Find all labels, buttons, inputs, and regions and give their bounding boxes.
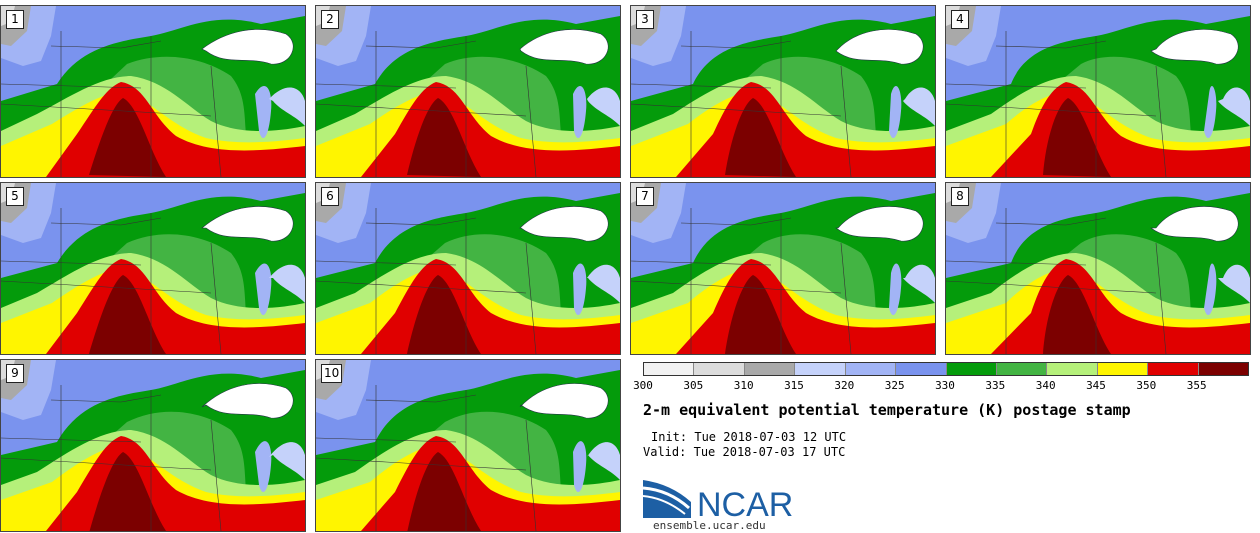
member-label: 8 xyxy=(951,187,969,206)
colorbar-tick-label: 310 xyxy=(733,379,754,392)
ncar-logo: NCAR xyxy=(643,480,793,520)
member-label: 2 xyxy=(321,10,339,29)
valid-row: Valid: Tue 2018-07-03 17 UTC xyxy=(643,445,845,459)
postage-stamp-3[interactable]: 3 xyxy=(630,5,936,178)
logo-wordmark: NCAR xyxy=(697,486,793,520)
colorbar-segment xyxy=(1047,363,1098,375)
member-label: 7 xyxy=(636,187,654,206)
colorbar-segment xyxy=(1097,363,1149,375)
colorbar-segment xyxy=(644,363,695,375)
colorbar-tick-label: 340 xyxy=(1035,379,1056,392)
member-label: 1 xyxy=(6,10,24,29)
colorbar-tick-label: 315 xyxy=(784,379,804,392)
postage-stamp-6[interactable]: 6 xyxy=(315,182,621,355)
colorbar-tick-label: 350 xyxy=(1136,379,1157,392)
member-label: 10 xyxy=(321,364,343,383)
colorbar-segment xyxy=(845,363,897,375)
stamp-map xyxy=(316,183,620,354)
postage-stamp-10[interactable]: 10 xyxy=(315,359,621,532)
postage-stamp-5[interactable]: 5 xyxy=(0,182,306,355)
stamp-map xyxy=(631,6,935,177)
colorbar-segment xyxy=(1198,363,1249,375)
postage-stamp-9[interactable]: 9 xyxy=(0,359,306,532)
init-time: Tue 2018-07-03 12 UTC xyxy=(694,430,847,444)
valid-label: Valid: xyxy=(643,445,687,459)
postage-stamp-8[interactable]: 8 xyxy=(945,182,1251,355)
member-label: 6 xyxy=(321,187,339,206)
stamp-map xyxy=(316,360,620,531)
colorbar-segment xyxy=(996,363,1048,375)
valid-time: Tue 2018-07-03 17 UTC xyxy=(693,445,846,459)
colorbar-tick-label: 325 xyxy=(884,379,905,392)
member-label: 4 xyxy=(951,10,969,29)
colorbar-segment xyxy=(694,363,745,375)
init-label: Init: xyxy=(651,430,688,444)
site-url[interactable]: ensemble.ucar.edu xyxy=(653,519,766,532)
colorbar xyxy=(643,362,1249,376)
stamp-map xyxy=(1,360,305,531)
member-label: 3 xyxy=(636,10,654,29)
postage-stamp-1[interactable]: 1 xyxy=(0,5,306,178)
stamp-map xyxy=(946,183,1250,354)
colorbar-segment xyxy=(795,363,846,375)
stamp-map xyxy=(946,6,1250,177)
colorbar-segment xyxy=(1148,363,1199,375)
colorbar-tick-label: 305 xyxy=(683,379,704,392)
colorbar-tick-label: 320 xyxy=(834,379,855,392)
stamp-map xyxy=(1,183,305,354)
init-row: Init: Tue 2018-07-03 12 UTC xyxy=(651,430,846,444)
colorbar-tick-label: 335 xyxy=(985,379,1006,392)
postage-stamp-2[interactable]: 2 xyxy=(315,5,621,178)
colorbar-segment xyxy=(946,363,997,375)
colorbar-tick-label: 300 xyxy=(633,379,653,392)
colorbar-tick-label: 330 xyxy=(935,379,955,392)
plot-title: 2-m equivalent potential temperature (K)… xyxy=(643,401,1131,419)
stamp-map xyxy=(631,183,935,354)
colorbar-segment xyxy=(744,363,796,375)
member-label: 9 xyxy=(6,364,24,383)
colorbar-tick-label: 355 xyxy=(1186,379,1207,392)
member-label: 5 xyxy=(6,187,24,206)
postage-stamp-4[interactable]: 4 xyxy=(945,5,1251,178)
stamp-map xyxy=(1,6,305,177)
stamp-map xyxy=(316,6,620,177)
colorbar-tick-label: 345 xyxy=(1086,379,1106,392)
postage-stamp-7[interactable]: 7 xyxy=(630,182,936,355)
colorbar-segment xyxy=(896,363,947,375)
